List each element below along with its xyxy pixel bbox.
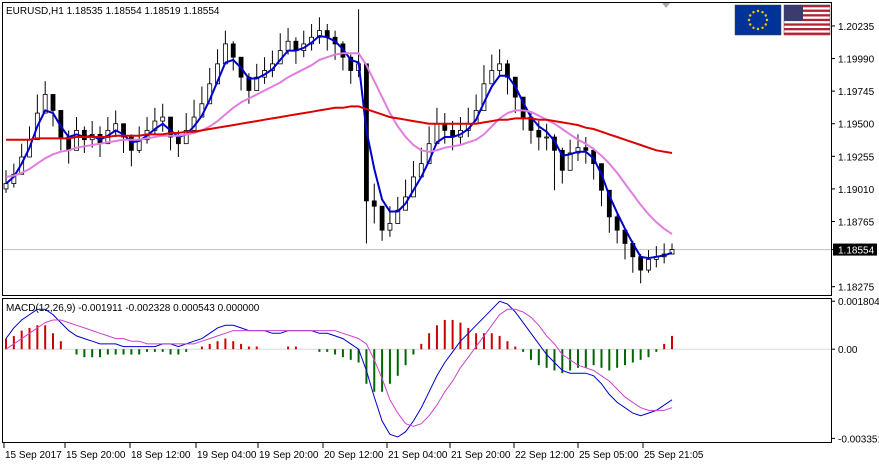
eu-flag-icon xyxy=(734,4,782,36)
price-tick-label: 1.19010 xyxy=(838,185,875,196)
candle-body xyxy=(638,256,644,271)
macd-lines xyxy=(5,300,673,438)
candle-body xyxy=(575,147,581,154)
eu-star xyxy=(749,23,752,26)
time-axis: 15 Sep 2017 15 Sep 20:00 18 Sep 12:00 19 Se… xyxy=(3,443,704,461)
time-tick-label: 20 Sep 12:00 xyxy=(324,450,384,461)
price-tick-label: 1.18765 xyxy=(838,218,875,229)
macd-tick-label: 0.001804 xyxy=(838,297,879,308)
candle-body xyxy=(128,136,134,151)
us-stripe xyxy=(784,23,830,26)
us-stripe xyxy=(784,5,830,8)
candle-body xyxy=(559,149,565,171)
candle-body xyxy=(183,129,189,145)
candle-body xyxy=(497,63,503,71)
eu-star xyxy=(764,14,767,17)
macd-tick-label: -0.003351 xyxy=(838,434,879,445)
candle-body xyxy=(348,56,354,71)
macd-panel xyxy=(2,298,832,443)
candle-body xyxy=(646,259,651,271)
time-tick-label: 25 Sep 21:05 xyxy=(644,450,704,461)
us-flag-icon xyxy=(783,4,831,36)
us-stripe xyxy=(784,32,830,35)
candle-body xyxy=(544,136,550,139)
price-panel xyxy=(2,2,832,296)
current-price-text: 1.18554 xyxy=(838,246,875,257)
eu-star xyxy=(749,14,752,17)
us-stripe xyxy=(784,18,830,22)
macd-axis: 0.001804 0.00 -0.003351 xyxy=(831,297,879,445)
price-tick-label: 1.19990 xyxy=(838,55,875,66)
candle-body xyxy=(160,116,166,122)
macd-histogram xyxy=(5,319,673,392)
price-tick-label: 1.19745 xyxy=(838,87,875,98)
us-stripe xyxy=(784,9,830,12)
eu-star xyxy=(747,18,751,22)
time-tick-label: 18 Sep 12:00 xyxy=(131,450,191,461)
price-tick-label: 1.18275 xyxy=(838,283,875,294)
time-tick-label: 21 Sep 20:00 xyxy=(451,450,511,461)
macd-header: MACD(12,26,9) -0.001911 -0.002328 0.0005… xyxy=(6,303,260,314)
candle-body xyxy=(121,123,126,138)
candle-body xyxy=(583,147,589,151)
candle-body xyxy=(614,216,620,231)
ma-line-2 xyxy=(5,52,673,235)
candle-body xyxy=(152,120,158,131)
time-tick-label: 22 Sep 12:00 xyxy=(515,450,575,461)
eu-star xyxy=(756,9,760,13)
price-tick-label: 1.20235 xyxy=(838,22,875,33)
time-tick-label: 15 Sep 2017 xyxy=(5,450,62,461)
eu-star xyxy=(752,26,755,29)
time-tick-label: 15 Sep 20:00 xyxy=(66,450,126,461)
candle-body xyxy=(168,116,173,138)
moving-averages xyxy=(5,34,673,260)
candle-body xyxy=(387,223,393,231)
eu-star xyxy=(756,27,760,31)
eu-star xyxy=(765,18,769,22)
eu-star xyxy=(764,23,767,26)
candle-body xyxy=(669,249,675,255)
candle-body xyxy=(222,43,228,65)
macd-line-2 xyxy=(5,308,673,427)
scroll-marker-icon[interactable] xyxy=(662,3,670,8)
us-stripe xyxy=(784,14,830,17)
time-tick-label: 19 Sep 20:00 xyxy=(259,450,319,461)
time-tick-label: 21 Sep 04:00 xyxy=(388,450,448,461)
time-tick-label: 19 Sep 04:00 xyxy=(197,450,257,461)
candle-body xyxy=(371,200,377,207)
us-stripe xyxy=(784,28,830,31)
candle-body xyxy=(50,94,56,111)
candle-body xyxy=(567,152,573,171)
candle-body xyxy=(536,129,542,138)
candle-body xyxy=(3,183,9,190)
candle-body xyxy=(489,70,495,85)
price-tick-label: 1.19500 xyxy=(838,120,875,131)
candle-body xyxy=(442,123,448,131)
candle-body xyxy=(254,76,260,91)
eu-star xyxy=(761,26,764,29)
candle-body xyxy=(81,129,87,141)
ma-line-3 xyxy=(6,105,673,154)
price-axis: 1.20235 1.19990 1.19745 1.19500 1.19255 1.190… xyxy=(831,22,875,294)
candle-body xyxy=(74,129,79,151)
macd-line-1 xyxy=(5,300,673,438)
price-tick-label: 1.19255 xyxy=(838,152,875,163)
ma-line-1 xyxy=(5,34,673,260)
candle-body xyxy=(317,30,322,38)
price-header: EURUSD,H1 1.18535 1.18554 1.18519 1.1855… xyxy=(6,6,220,17)
candle-body xyxy=(379,205,385,231)
eu-star xyxy=(752,11,755,14)
eu-star xyxy=(761,11,764,14)
candle-body xyxy=(42,94,48,114)
time-tick-label: 25 Sep 05:00 xyxy=(579,450,639,461)
candle-body xyxy=(230,43,236,58)
macd-tick-label: 0.00 xyxy=(838,345,858,356)
candle-body xyxy=(606,189,612,218)
current-price-label: 1.18554 xyxy=(833,243,877,257)
candle-body xyxy=(285,40,291,51)
